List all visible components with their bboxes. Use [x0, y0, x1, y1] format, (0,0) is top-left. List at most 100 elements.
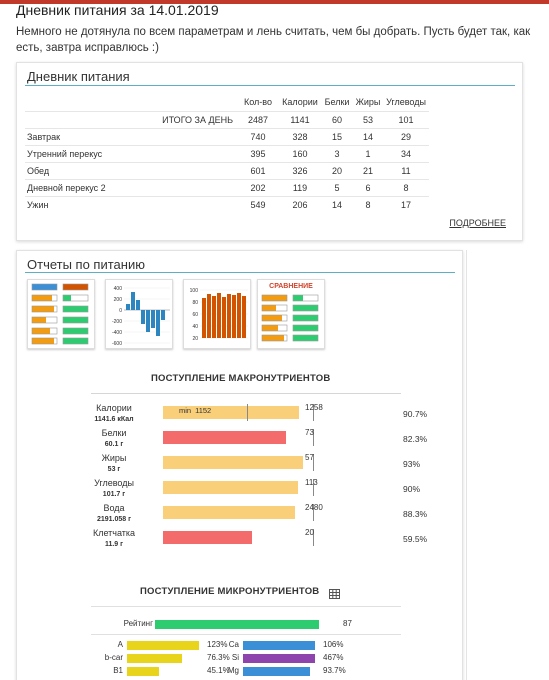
diary-card-title: Дневник питания: [27, 69, 130, 84]
table-cell: 20: [321, 161, 353, 179]
macro-name: Клетчатка 11.9 г: [75, 528, 153, 550]
macro-label: Калории: [96, 403, 132, 413]
meal-label: Утренний перекус: [25, 144, 237, 162]
diary-header-fat: Жиры: [355, 96, 381, 107]
table-cell: 206: [279, 195, 321, 213]
table-cell: 17: [383, 195, 429, 213]
reports-card-rule: [25, 272, 455, 273]
diary-total-row: ИТОГО ЗА ДЕНЬ 2487 1141 60 53 101: [25, 110, 429, 128]
more-details-link[interactable]: ПОДРОБНЕЕ: [449, 218, 506, 228]
table-cell: 11: [383, 161, 429, 179]
meal-label: Дневной перекус 2: [25, 178, 237, 196]
macro-label: Углеводы: [94, 478, 134, 488]
table-cell: 601: [237, 161, 279, 179]
rating-value: 87: [343, 619, 352, 628]
macro-section-rule: [91, 393, 401, 394]
macro-section-title: ПОСТУПЛЕНИЕ МАКРОНУТРИЕНТОВ: [151, 373, 331, 384]
micro-percent: 76.3%: [207, 653, 230, 662]
macro-percent: 90%: [403, 484, 421, 494]
thumb-tick: -200: [112, 319, 122, 325]
micro-rating-rule: [91, 634, 401, 635]
rating-label: Рейтинг: [123, 619, 153, 628]
table-cell: 8: [383, 178, 429, 196]
diary-card-rule: [25, 85, 515, 86]
macro-bar-fill: [163, 481, 298, 494]
meal-label: Обед: [25, 161, 237, 179]
comparison-caption: СРАВНЕНИЕ: [269, 283, 313, 290]
macro-bar-track: 20: [163, 528, 351, 546]
macro-target-tick: [313, 429, 314, 446]
thumb-tick: -400: [112, 330, 122, 336]
report-daily-bars-icon[interactable]: 100 80 60 40 20: [183, 279, 251, 349]
report-comparison-graphic: [261, 294, 319, 342]
table-cell: 1: [353, 144, 383, 162]
macro-percent: 93%: [403, 459, 421, 469]
macro-target-label: 73: [305, 428, 314, 437]
report-bars-compare-graphic: [31, 283, 89, 345]
reports-card-title: Отчеты по питанию: [27, 257, 145, 272]
micro-percent: 467%: [323, 653, 344, 662]
thumb-tick: 80: [192, 300, 198, 306]
diary-table: Кол-во Калории Белки Жиры Углеводы ИТОГО…: [25, 93, 429, 213]
macro-row: Белки 60.1 г 73 82.3%: [17, 428, 464, 454]
macro-name: Вода 2191.058 г: [75, 503, 153, 525]
column-divider: [466, 250, 467, 680]
macro-amount: 60.1 г: [104, 441, 124, 448]
table-row[interactable]: Обед 601 326 20 21 11: [25, 161, 429, 179]
table-cell: 21: [353, 161, 383, 179]
diary-header-empty: [25, 93, 237, 111]
table-row[interactable]: Завтрак 740 328 15 14 29: [25, 127, 429, 145]
macro-row: Вода 2191.058 г 2480 88.3%: [17, 503, 464, 529]
micro-percent: 45.1%: [207, 666, 230, 675]
macro-target-tick: [313, 454, 314, 471]
macro-target-tick: [313, 529, 314, 546]
thumb-tick: -600: [112, 341, 122, 347]
macro-target-label: 2480: [305, 503, 323, 512]
table-cell: 119: [279, 178, 321, 196]
micro-bar: [127, 654, 182, 663]
table-row[interactable]: Утренний перекус 395 160 3 1 34: [25, 144, 429, 162]
micro-percent: 106%: [323, 640, 344, 649]
macro-percent: 59.5%: [403, 534, 428, 544]
macro-target-label: 20: [305, 528, 314, 537]
macro-target-label: 1258: [305, 403, 323, 412]
thumb-tick: 100: [190, 288, 199, 294]
table-cell: 5: [321, 178, 353, 196]
micro-label: Si: [231, 653, 239, 662]
macro-amount: 101.7 г: [102, 491, 126, 498]
thumb-tick: 40: [192, 324, 198, 330]
report-bars-compare-icon[interactable]: [27, 279, 95, 349]
micro-bar: [127, 641, 199, 650]
table-cell: 15: [321, 127, 353, 145]
macro-name: Калории 1141.6 кКал: [75, 403, 153, 425]
micro-bar: [243, 667, 310, 676]
diary-card: Дневник питания Кол-во Калории Белки Жир…: [16, 62, 523, 241]
macro-bar-fill: [163, 406, 299, 419]
macro-bar-fill: [163, 506, 295, 519]
thumb-tick: 60: [192, 312, 198, 318]
macro-target-tick: [313, 479, 314, 496]
table-cell: 14: [353, 127, 383, 145]
page-title: Дневник питания за 14.01.2019: [16, 2, 219, 18]
micro-label: B1: [113, 666, 123, 675]
table-row[interactable]: Дневной перекус 2 202 119 5 6 8: [25, 178, 429, 196]
report-deviation-chart-icon[interactable]: 400 200 0 -200 -400 -600: [105, 279, 173, 349]
macro-label: Вода: [103, 503, 125, 513]
micro-bar: [243, 641, 315, 650]
table-grid-icon[interactable]: [329, 586, 340, 599]
table-cell: 53: [353, 110, 383, 128]
macro-percent: 90.7%: [403, 409, 428, 419]
macro-row: Калории 1141.6 кКал 1258 min 1152 90.7%: [17, 403, 464, 429]
table-row[interactable]: Ужин 549 206 14 8 17: [25, 195, 429, 213]
report-daily-bars-graphic: 100 80 60 40 20: [190, 288, 248, 342]
report-comparison-icon[interactable]: СРАВНЕНИЕ: [257, 279, 325, 349]
reports-card: Отчеты по питанию: [16, 250, 463, 680]
macro-bar-track: 2480: [163, 503, 351, 521]
macro-row: Жиры 53 г 57 93%: [17, 453, 464, 479]
macro-percent: 82.3%: [403, 434, 428, 444]
micro-bar: [127, 667, 159, 676]
macro-target-label: 57: [305, 453, 314, 462]
micro-percent: 93.7%: [323, 666, 346, 675]
macro-amount: 53 г: [107, 466, 121, 473]
